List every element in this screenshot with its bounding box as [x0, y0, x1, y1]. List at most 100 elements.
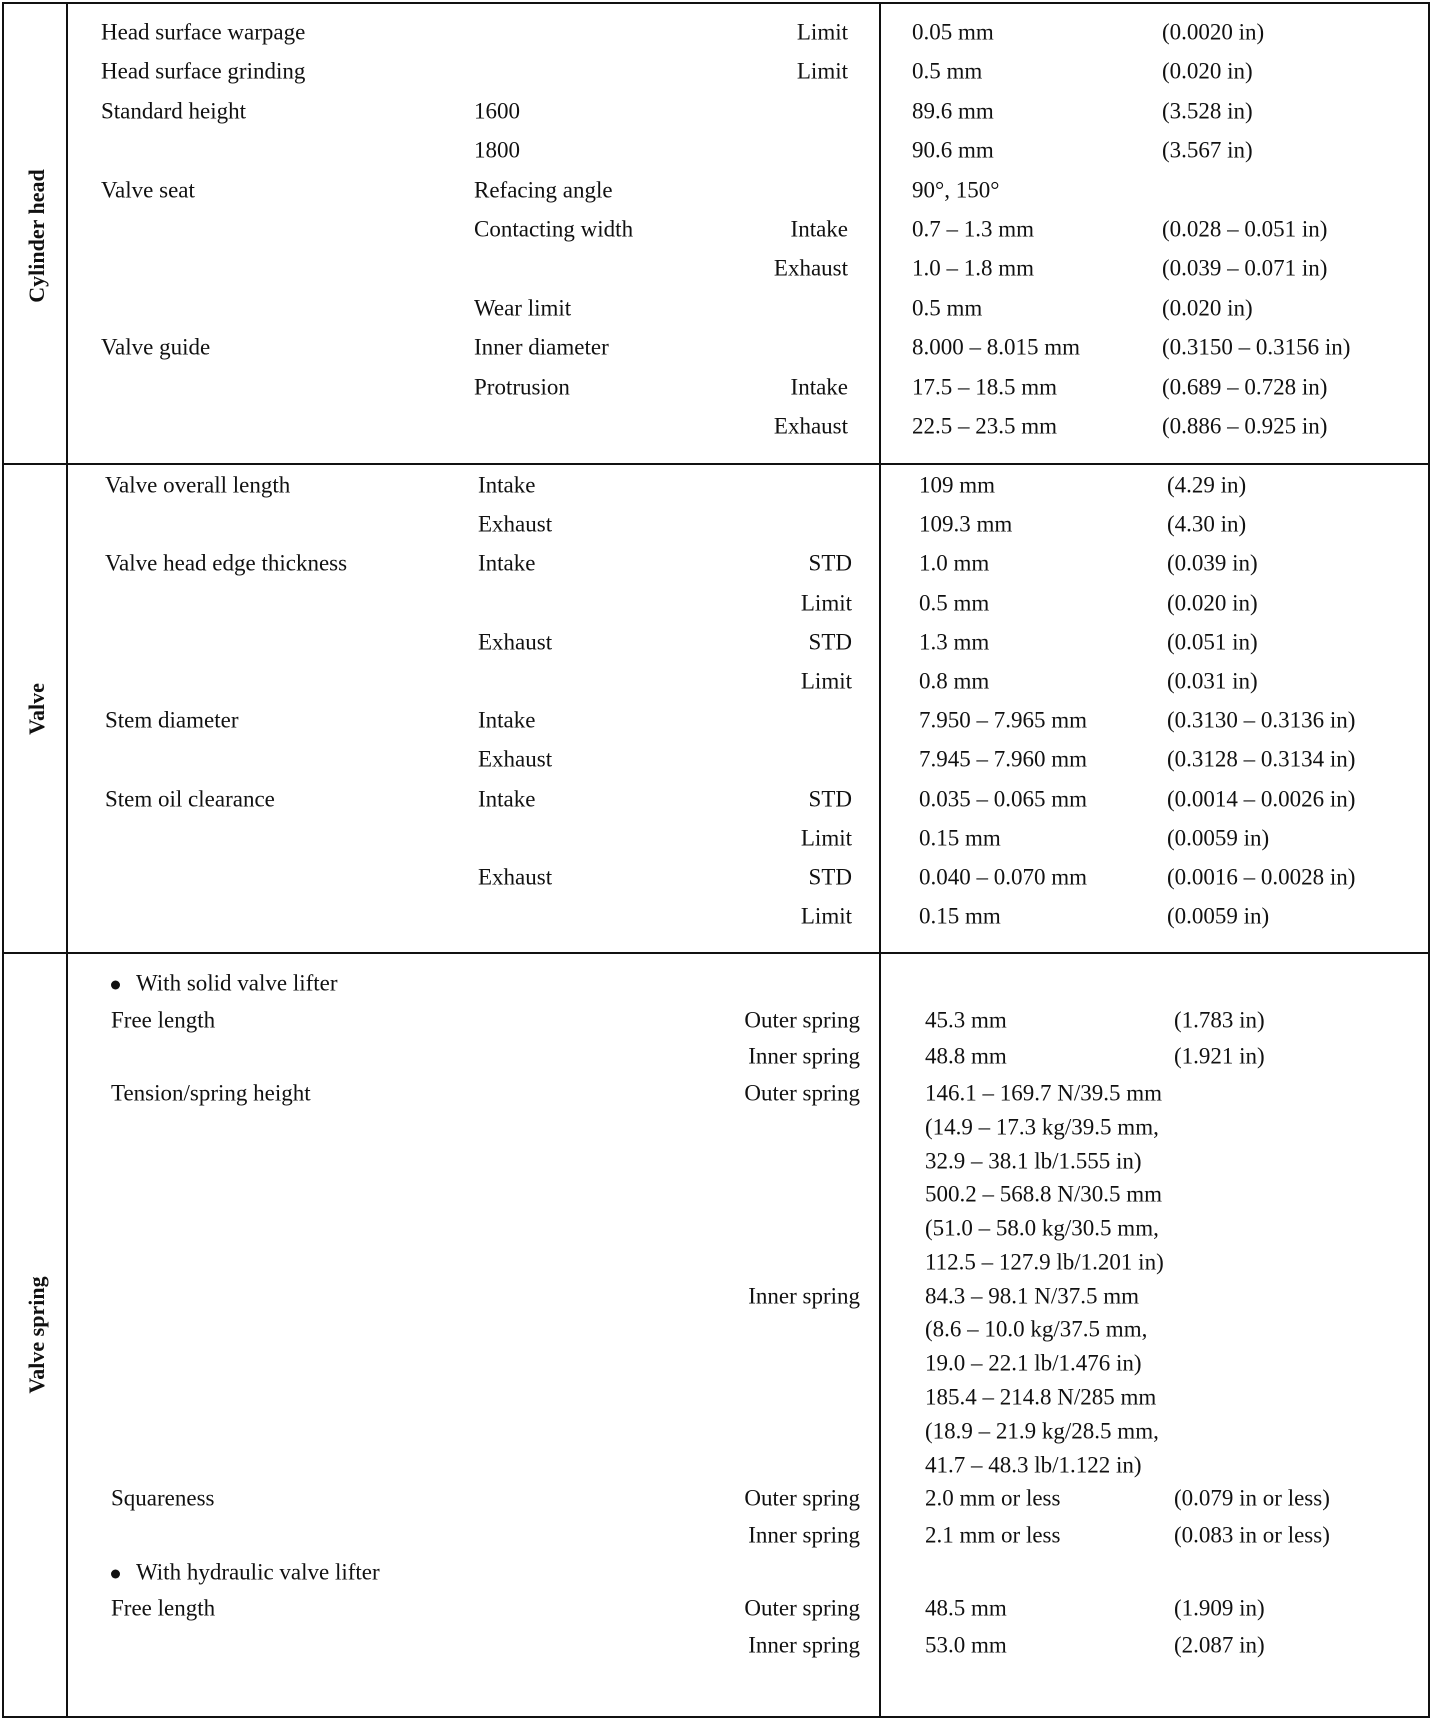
section: Valve spring With solid valve lifter Free …	[2, 952, 1430, 1718]
imperial-value: (0.0014 – 0.0026 in)	[1167, 786, 1356, 812]
metric-value: 500.2 – 568.8 N/30.5 mm	[925, 1181, 1163, 1207]
metric-value: 185.4 – 214.8 N/285 mm	[925, 1384, 1157, 1410]
qualifier: Limit	[800, 668, 852, 694]
section: Cylinder head Head surface warpage Limit 0.…	[2, 2, 1430, 465]
item-label: Valve guide	[101, 334, 211, 360]
sub-label: Contacting width	[474, 216, 634, 242]
metric-value: 109.3 mm	[919, 511, 1013, 537]
qualifier: Outer spring	[744, 1007, 860, 1033]
qualifier: STD	[808, 864, 852, 890]
imperial-value: (1.909 in)	[1174, 1595, 1265, 1621]
item-label: Tension/spring height	[111, 1080, 311, 1106]
qualifier: Exhaust	[773, 413, 848, 439]
imperial-value: (0.3150 – 0.3156 in)	[1162, 334, 1351, 360]
section-label: Valve	[24, 682, 49, 735]
sub-label: Exhaust	[478, 746, 553, 772]
imperial-value: (0.039 in)	[1167, 550, 1258, 576]
imperial-value: (0.886 – 0.925 in)	[1162, 413, 1328, 439]
imperial-value: (0.020 in)	[1162, 295, 1253, 321]
qualifier: Limit	[796, 58, 848, 84]
section: Valve Valve overall length Intake 109 mm (4.…	[2, 463, 1430, 954]
sub-label: Intake	[478, 550, 536, 576]
metric-value: 0.035 – 0.065 mm	[919, 786, 1088, 812]
group-heading: With solid valve lifter	[111, 972, 338, 995]
metric-value: 0.15 mm	[919, 903, 1001, 929]
metric-value: 1.3 mm	[919, 629, 990, 655]
metric-value: 19.0 – 22.1 lb/1.476 in)	[925, 1350, 1142, 1376]
sub-label: 1600	[474, 98, 520, 124]
imperial-value: (4.29 in)	[1167, 472, 1247, 498]
qualifier: Limit	[800, 590, 852, 616]
qualifier: Limit	[800, 825, 852, 851]
item-label: Stem diameter	[105, 707, 239, 733]
qualifier: Limit	[800, 903, 852, 929]
qualifier: Outer spring	[744, 1485, 860, 1511]
imperial-value: (0.028 – 0.051 in)	[1162, 216, 1328, 242]
qualifier: Inner spring	[748, 1522, 860, 1548]
sub-label: Intake	[478, 707, 536, 733]
qualifier: Outer spring	[744, 1080, 860, 1106]
sub-label: Exhaust	[478, 864, 553, 890]
item-label: Standard height	[101, 98, 246, 124]
metric-value: 32.9 – 38.1 lb/1.555 in)	[925, 1148, 1142, 1174]
metric-value: (14.9 – 17.3 kg/39.5 mm,	[925, 1114, 1159, 1140]
metric-value: 7.950 – 7.965 mm	[919, 707, 1088, 733]
item-label: Head surface grinding	[101, 58, 306, 84]
item-label: Head surface warpage	[101, 19, 306, 45]
metric-value: 84.3 – 98.1 N/37.5 mm	[925, 1283, 1140, 1309]
column-rule	[66, 463, 68, 952]
imperial-value: (0.0059 in)	[1167, 903, 1270, 929]
imperial-value: (0.031 in)	[1167, 668, 1258, 694]
sub-label: Wear limit	[474, 295, 572, 321]
metric-value: 2.1 mm or less	[925, 1522, 1061, 1548]
imperial-value: (1.921 in)	[1174, 1043, 1265, 1069]
metric-value: 90°, 150°	[912, 177, 1000, 203]
item-label: Free length	[111, 1595, 216, 1621]
imperial-value: (0.079 in or less)	[1174, 1485, 1330, 1511]
column-rule	[879, 463, 881, 952]
qualifier: Inner spring	[748, 1043, 860, 1069]
imperial-value: (1.783 in)	[1174, 1007, 1265, 1033]
metric-value: 0.7 – 1.3 mm	[912, 216, 1035, 242]
imperial-value: (3.528 in)	[1162, 98, 1253, 124]
column-rule	[66, 952, 68, 1716]
qualifier: Limit	[796, 19, 848, 45]
metric-value: (18.9 – 21.9 kg/28.5 mm,	[925, 1418, 1159, 1444]
column-rule	[879, 4, 881, 463]
sub-label: Inner diameter	[474, 334, 609, 360]
imperial-value: (0.0016 – 0.0028 in)	[1167, 864, 1356, 890]
sub-label: Exhaust	[478, 511, 553, 537]
section-label: Valve spring	[24, 1276, 49, 1394]
qualifier: STD	[808, 629, 852, 655]
metric-value: 89.6 mm	[912, 98, 994, 124]
sub-label: Exhaust	[478, 629, 553, 655]
metric-value: 0.8 mm	[919, 668, 990, 694]
section-label: Cylinder head	[24, 168, 49, 303]
metric-value: 48.5 mm	[925, 1595, 1007, 1621]
group-heading: With hydraulic valve lifter	[111, 1560, 380, 1583]
imperial-value: (0.020 in)	[1162, 58, 1253, 84]
qualifier: Exhaust	[773, 255, 848, 281]
metric-value: 22.5 – 23.5 mm	[912, 413, 1058, 439]
qualifier: Inner spring	[748, 1283, 860, 1309]
qualifier: Intake	[790, 374, 848, 400]
metric-value: (8.6 – 10.0 kg/37.5 mm,	[925, 1316, 1148, 1342]
metric-value: 0.5 mm	[912, 58, 983, 84]
imperial-value: (0.039 – 0.071 in)	[1162, 255, 1328, 281]
metric-value: (51.0 – 58.0 kg/30.5 mm,	[925, 1215, 1159, 1241]
imperial-value: (0.3128 – 0.3134 in)	[1167, 746, 1356, 772]
sub-label: Protrusion	[474, 374, 570, 400]
item-label: Free length	[111, 1007, 216, 1033]
metric-value: 112.5 – 127.9 lb/1.201 in)	[925, 1249, 1164, 1275]
metric-value: 0.5 mm	[919, 590, 990, 616]
metric-value: 1.0 – 1.8 mm	[912, 255, 1035, 281]
item-label: Squareness	[111, 1485, 215, 1511]
qualifier: Outer spring	[744, 1595, 860, 1621]
imperial-value: (0.689 – 0.728 in)	[1162, 374, 1328, 400]
qualifier: Intake	[790, 216, 848, 242]
metric-value: 48.8 mm	[925, 1043, 1007, 1069]
imperial-value: (0.3130 – 0.3136 in)	[1167, 707, 1356, 733]
qualifier: STD	[808, 550, 852, 576]
imperial-value: (2.087 in)	[1174, 1632, 1265, 1658]
metric-value: 53.0 mm	[925, 1632, 1007, 1658]
